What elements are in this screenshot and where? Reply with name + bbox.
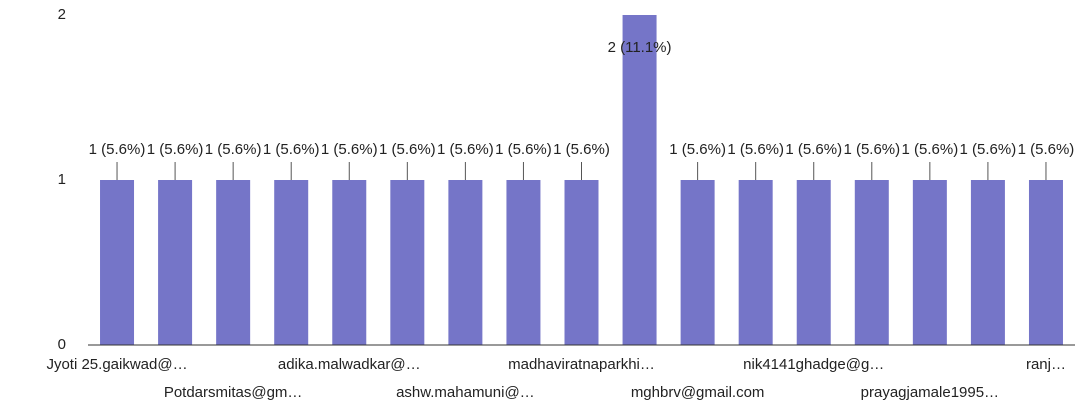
x-tick-label: prayagjamale1995… xyxy=(861,384,999,401)
bar xyxy=(216,180,251,345)
data-label: 1 (5.6%) xyxy=(89,141,146,158)
data-label: 1 (5.6%) xyxy=(902,141,959,158)
y-tick-label: 0 xyxy=(58,336,66,353)
bar xyxy=(796,180,831,345)
bar xyxy=(622,15,657,345)
data-label: 1 (5.6%) xyxy=(147,141,204,158)
data-label: 1 (5.6%) xyxy=(843,141,900,158)
data-label: 1 (5.6%) xyxy=(379,141,436,158)
bar xyxy=(506,180,541,345)
data-label: 1 (5.6%) xyxy=(960,141,1017,158)
x-tick-label: mghbrv@gmail.com xyxy=(631,384,765,401)
data-label: 1 (5.6%) xyxy=(669,141,726,158)
bar xyxy=(970,180,1005,345)
bar xyxy=(564,180,599,345)
x-tick-label: adika.malwadkar@… xyxy=(278,356,421,373)
bar xyxy=(390,180,425,345)
data-label: 1 (5.6%) xyxy=(437,141,494,158)
y-tick-label: 1 xyxy=(58,171,66,188)
data-label: 1 (5.6%) xyxy=(321,141,378,158)
data-label: 1 (5.6%) xyxy=(785,141,842,158)
x-tick-label: ranj… xyxy=(1026,356,1066,373)
bar xyxy=(332,180,367,345)
bar xyxy=(1028,180,1063,345)
x-tick-label: nik4141ghadge@g… xyxy=(743,356,884,373)
data-label: 1 (5.6%) xyxy=(727,141,784,158)
bar xyxy=(854,180,889,345)
data-label: 1 (5.6%) xyxy=(205,141,262,158)
data-label: 1 (5.6%) xyxy=(263,141,320,158)
x-tick-label: Potdarsmitas@gm… xyxy=(164,384,303,401)
bar xyxy=(158,180,193,345)
data-label: 1 (5.6%) xyxy=(553,141,610,158)
x-tick-label: ashw.mahamuni@… xyxy=(396,384,535,401)
y-tick-label: 2 xyxy=(58,6,66,23)
bar xyxy=(274,180,309,345)
bar xyxy=(448,180,483,345)
bar xyxy=(738,180,773,345)
data-label: 2 (11.1%) xyxy=(608,39,672,56)
bar xyxy=(100,180,135,345)
x-tick-label: madhaviratnaparkhi… xyxy=(508,356,655,373)
bar xyxy=(912,180,947,345)
data-label: 1 (5.6%) xyxy=(1018,141,1075,158)
bar xyxy=(680,180,715,345)
data-label: 1 (5.6%) xyxy=(495,141,552,158)
x-tick-label: Jyoti 25.gaikwad@… xyxy=(46,356,187,373)
